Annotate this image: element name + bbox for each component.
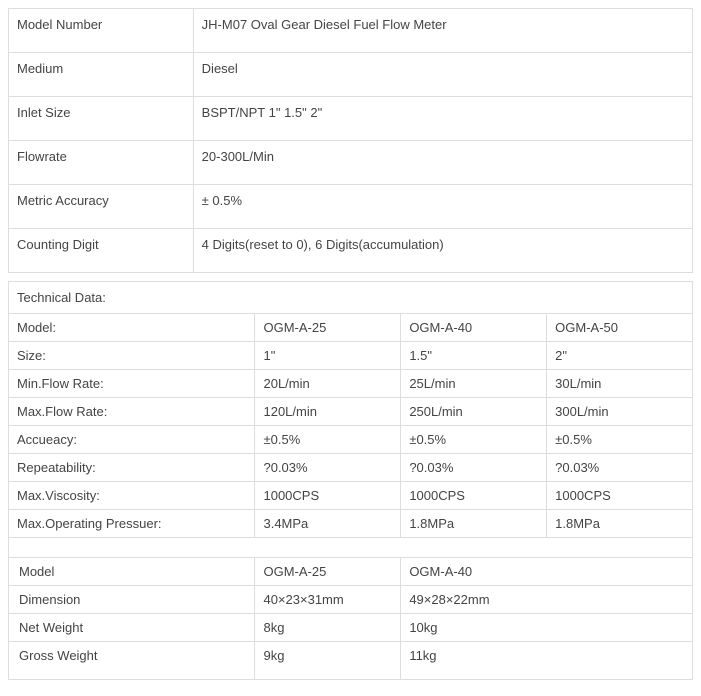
spec-row: Inlet SizeBSPT/NPT 1" 1.5" 2" [9,97,693,141]
tech-header-cell: Technical Data: [9,282,693,314]
tech-row-value: 1" [255,342,401,370]
tech-row-label: Accueacy: [9,426,255,454]
dim-row-value: 10kg [401,614,693,642]
tech-row-value: 1.8MPa [547,510,693,538]
dim-row-value: 8kg [255,614,401,642]
spec-value: Diesel [193,53,692,97]
tech-row-label: Max.Viscosity: [9,482,255,510]
dim-row-label: Dimension [9,586,255,614]
tech-row-value: ±0.5% [255,426,401,454]
tech-row-value: 300L/min [547,398,693,426]
tech-columns-row: Model: OGM-A-25 OGM-A-40 OGM-A-50 [9,314,693,342]
dim-col-1: OGM-A-25 [255,558,401,586]
dim-row: Dimension40×23×31mm49×28×22mm [9,586,693,614]
specifications-table: Model NumberJH-M07 Oval Gear Diesel Fuel… [8,8,693,273]
tech-row: Repeatability:?0.03%?0.03%?0.03% [9,454,693,482]
tech-row: Max.Flow Rate:120L/min250L/min300L/min [9,398,693,426]
dim-columns-row: ModelOGM-A-25OGM-A-40 [9,558,693,586]
tech-col-model: Model: [9,314,255,342]
tech-col-1: OGM-A-25 [255,314,401,342]
tech-row: Size:1"1.5"2" [9,342,693,370]
technical-data-table: Technical Data: Model: OGM-A-25 OGM-A-40… [8,281,693,680]
dim-row-label: Gross Weight [9,642,255,680]
spec-row: Metric Accuracy± 0.5% [9,185,693,229]
spec-tbody: Model NumberJH-M07 Oval Gear Diesel Fuel… [9,9,693,273]
dim-row-label: Net Weight [9,614,255,642]
tech-row-value: 1.8MPa [401,510,547,538]
tech-row-value: 1000CPS [547,482,693,510]
spec-label: Medium [9,53,194,97]
spec-value: 4 Digits(reset to 0), 6 Digits(accumulat… [193,229,692,273]
tech-row-value: ?0.03% [547,454,693,482]
tech-row-value: 30L/min [547,370,693,398]
tech-row-value: ?0.03% [401,454,547,482]
spec-value: JH-M07 Oval Gear Diesel Fuel Flow Meter [193,9,692,53]
tech-row: Accueacy:±0.5%±0.5%±0.5% [9,426,693,454]
spec-row: Counting Digit4 Digits(reset to 0), 6 Di… [9,229,693,273]
spec-label: Counting Digit [9,229,194,273]
spec-row: Flowrate20-300L/Min [9,141,693,185]
tech-row-value: 1.5" [401,342,547,370]
tech-row-value: 1000CPS [255,482,401,510]
tech-row-label: Max.Operating Pressuer: [9,510,255,538]
tech-header-row: Technical Data: [9,282,693,314]
tech-row-label: Size: [9,342,255,370]
tech-row-label: Min.Flow Rate: [9,370,255,398]
tech-row-value: ±0.5% [547,426,693,454]
tech-row-value: 1000CPS [401,482,547,510]
spec-value: 20-300L/Min [193,141,692,185]
spec-row: MediumDiesel [9,53,693,97]
tech-row-value: 250L/min [401,398,547,426]
spacer-row [9,538,693,558]
dim-row-value: 49×28×22mm [401,586,693,614]
spec-value: ± 0.5% [193,185,692,229]
tech-col-2: OGM-A-40 [401,314,547,342]
tech-row-value: 20L/min [255,370,401,398]
dim-col-2: OGM-A-40 [401,558,693,586]
dim-col-model: Model [9,558,255,586]
tech-tbody: Technical Data: Model: OGM-A-25 OGM-A-40… [9,282,693,680]
dim-row-value: 9kg [255,642,401,680]
tech-row-label: Max.Flow Rate: [9,398,255,426]
tech-row-value: 2" [547,342,693,370]
spec-row: Model NumberJH-M07 Oval Gear Diesel Fuel… [9,9,693,53]
spec-label: Metric Accuracy [9,185,194,229]
tech-col-3: OGM-A-50 [547,314,693,342]
tech-row: Max.Viscosity:1000CPS1000CPS1000CPS [9,482,693,510]
spec-label: Flowrate [9,141,194,185]
dim-row: Net Weight8kg10kg [9,614,693,642]
tech-row-value: 120L/min [255,398,401,426]
spacer-cell [9,538,693,558]
spec-label: Inlet Size [9,97,194,141]
tech-row: Max.Operating Pressuer:3.4MPa1.8MPa1.8MP… [9,510,693,538]
dim-row: Gross Weight9kg11kg [9,642,693,680]
tech-row: Min.Flow Rate:20L/min25L/min30L/min [9,370,693,398]
dim-row-value: 40×23×31mm [255,586,401,614]
dim-row-value: 11kg [401,642,693,680]
spec-value: BSPT/NPT 1" 1.5" 2" [193,97,692,141]
tech-row-value: ?0.03% [255,454,401,482]
tech-row-value: 3.4MPa [255,510,401,538]
tech-row-value: ±0.5% [401,426,547,454]
tech-row-label: Repeatability: [9,454,255,482]
spec-label: Model Number [9,9,194,53]
tech-row-value: 25L/min [401,370,547,398]
